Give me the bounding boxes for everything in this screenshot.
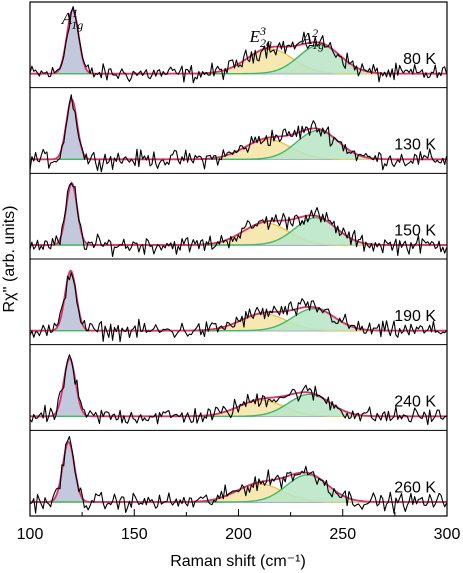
temperature-label: 190 K — [394, 308, 436, 325]
temperature-label: 130 K — [394, 137, 436, 154]
fit-component-fill — [30, 223, 447, 245]
x-axis-ticks: 100 150 200 250 300 — [17, 509, 461, 543]
peak-label: A1 1g — [61, 6, 83, 32]
x-tick-label: 100 — [17, 526, 44, 543]
spectrum-panel — [30, 269, 447, 343]
spectrum-panel — [30, 181, 447, 257]
x-tick-label: 300 — [434, 526, 461, 543]
x-tick-label: 150 — [121, 526, 148, 543]
fit-component-fill — [30, 44, 447, 74]
spectrum-data-line — [30, 435, 447, 514]
peak-labels: A1 1g E3 2g A2 1g — [61, 6, 324, 52]
fit-component-fill — [30, 139, 447, 160]
y-axis-label: Rχ'' (arb. units) — [1, 206, 18, 313]
x-tick-label: 250 — [329, 526, 356, 543]
total-fit-line — [30, 181, 447, 246]
fit-component-fill — [30, 130, 447, 160]
fit-component-fill — [30, 270, 447, 331]
fit-component-fill — [30, 308, 447, 331]
spectrum-panel — [30, 435, 447, 514]
spectrum-data-line — [30, 354, 447, 426]
spectrum-data-line — [30, 6, 447, 84]
temperature-label: 260 K — [394, 479, 436, 496]
peak-label: E3 2g — [249, 24, 272, 50]
temperature-label: 150 K — [394, 222, 436, 239]
fit-component-fill — [30, 9, 447, 74]
total-fit-line — [30, 357, 447, 418]
fit-component-fill — [30, 484, 447, 502]
spectrum-data-line — [30, 94, 447, 173]
fit-component-fill — [30, 183, 447, 245]
spectra-panels — [30, 6, 447, 514]
spectrum-panel — [30, 6, 447, 84]
spectrum-panel — [30, 354, 447, 426]
temperature-label: 80 K — [403, 51, 436, 68]
spectrum-panel — [30, 94, 447, 173]
fit-component-fill — [30, 48, 447, 74]
x-tick-label: 200 — [225, 526, 252, 543]
spectrum-data-line — [30, 272, 447, 343]
total-fit-line — [30, 8, 447, 75]
plot-frame — [29, 1, 448, 517]
total-fit-line — [30, 269, 447, 332]
fit-component-fill — [30, 99, 447, 160]
temperature-label: 240 K — [394, 394, 436, 411]
peak-label: A2 1g — [301, 26, 324, 52]
spectrum-data-line — [30, 182, 447, 257]
fit-component-fill — [30, 217, 447, 245]
total-fit-line — [30, 440, 447, 503]
x-axis-label: Raman shift (cm⁻¹) — [170, 553, 306, 570]
fit-component-fill — [30, 442, 447, 502]
fit-component-fill — [30, 400, 447, 417]
